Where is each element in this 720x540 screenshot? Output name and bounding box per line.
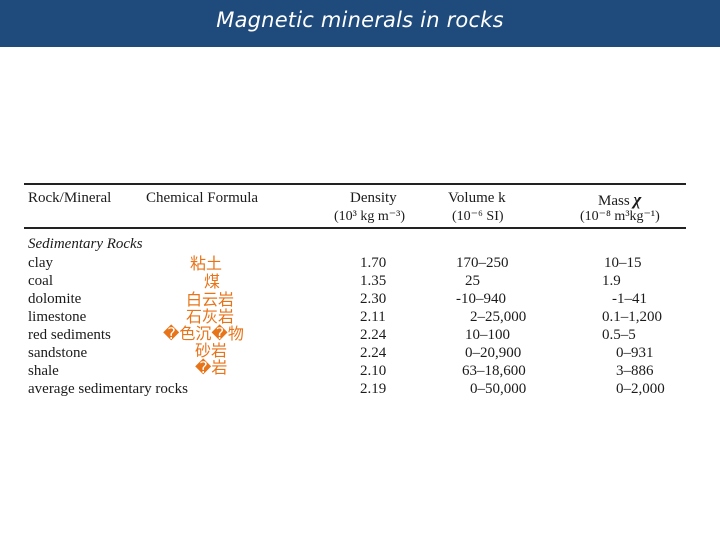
row-density: 2.19 — [360, 381, 387, 397]
row-mass: 10–15 — [604, 255, 642, 271]
row-density: 2.24 — [360, 327, 387, 343]
row-volume: 2–25,000 — [470, 309, 527, 325]
row-volume: 0–50,000 — [470, 381, 527, 397]
table-top-rule — [24, 183, 686, 185]
row-density: 2.10 — [360, 363, 387, 379]
header-mass-unit: (10⁻⁸ m³kg⁻¹) — [580, 209, 660, 224]
annotation-clay-zh: 粘土 — [190, 254, 223, 273]
header-rock: Rock/Mineral — [28, 190, 112, 206]
row-volume: 25 — [465, 273, 480, 289]
row-volume: 10–100 — [465, 327, 510, 343]
row-name: average sedimentary rocks — [28, 381, 188, 397]
row-mass: 0.5–5 — [602, 327, 636, 343]
row-name: clay — [28, 255, 53, 271]
row-mass: 0–931 — [616, 345, 654, 361]
row-name: shale — [28, 363, 59, 379]
annotation-sandstone-zh: 砂岩 — [195, 341, 228, 360]
row-density: 2.24 — [360, 345, 387, 361]
minerals-table: Rock/Mineral Chemical Formula Density (1… — [24, 183, 686, 398]
row-volume: 170–250 — [456, 255, 509, 271]
annotation-shale-zh: �岩 — [195, 358, 228, 377]
header-mass-symbol: χ — [633, 190, 642, 209]
annotation-dolomite-zh: 白云岩 — [186, 290, 235, 309]
row-name: coal — [28, 273, 53, 289]
row-density: 1.70 — [360, 255, 387, 271]
row-volume: 0–20,900 — [465, 345, 522, 361]
row-name: sandstone — [28, 345, 88, 361]
row-mass: 1.9 — [602, 273, 621, 289]
row-volume: 63–18,600 — [462, 363, 526, 379]
row-mass: 0–2,000 — [616, 381, 665, 397]
header-density: Density — [350, 190, 397, 206]
row-name: dolomite — [28, 291, 82, 307]
header-mass: Mass χ — [598, 190, 641, 210]
row-mass: 3–886 — [616, 363, 654, 379]
table-header-rule — [24, 227, 686, 229]
row-density: 2.30 — [360, 291, 387, 307]
row-mass: -1–41 — [612, 291, 647, 307]
row-mass: 0.1–1,200 — [602, 309, 662, 325]
slide-title: Magnetic minerals in rocks — [216, 8, 504, 32]
section-sedimentary-rocks: Sedimentary Rocks — [28, 236, 143, 252]
row-volume: -10–940 — [456, 291, 506, 307]
annotation-coal-zh: 煤 — [204, 272, 221, 291]
header-volume-unit: (10⁻⁶ SI) — [452, 209, 504, 224]
header-mass-label: Mass — [598, 193, 630, 209]
header-density-unit: (10³ kg m⁻³) — [334, 209, 405, 224]
row-name: red sediments — [28, 327, 111, 343]
row-name: limestone — [28, 309, 87, 325]
annotation-red-sediments-zh: �色沉�物 — [163, 324, 244, 343]
header-formula: Chemical Formula — [146, 190, 259, 206]
row-density: 1.35 — [360, 273, 387, 289]
title-bar: Magnetic minerals in rocks — [0, 0, 720, 47]
header-volume: Volume k — [448, 190, 506, 206]
row-density: 2.11 — [360, 309, 386, 325]
annotation-limestone-zh: 石灰岩 — [186, 307, 235, 326]
